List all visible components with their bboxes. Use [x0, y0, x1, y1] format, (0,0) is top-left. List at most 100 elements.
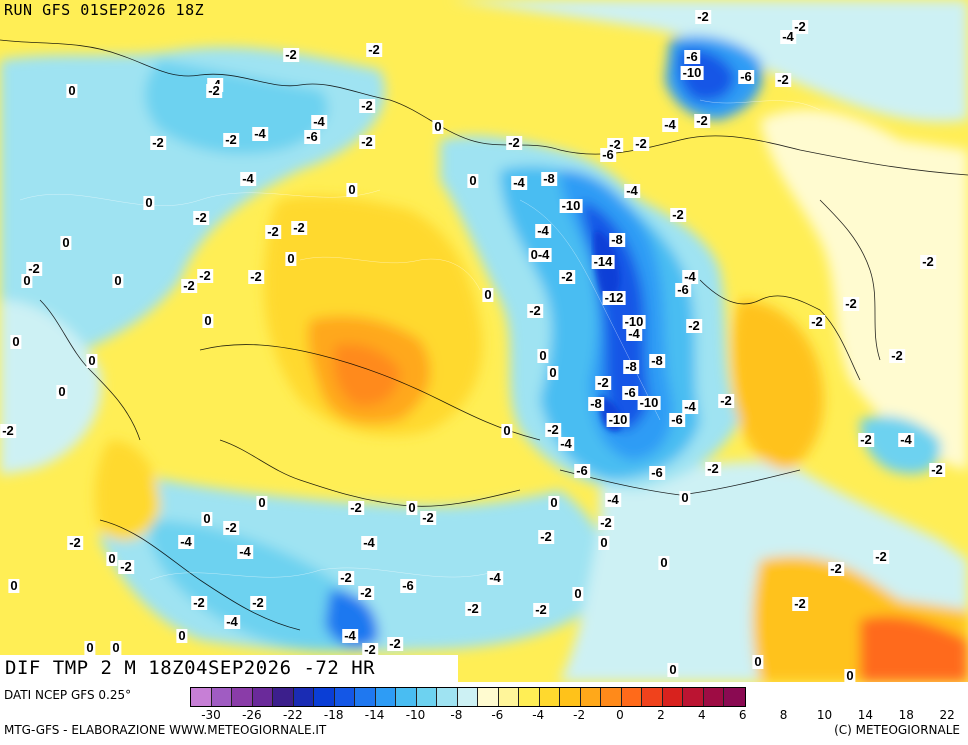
contour-label: -2	[26, 261, 42, 276]
contour-label: -2	[191, 595, 207, 610]
contour-label: -2	[358, 585, 374, 600]
contour-label: 0	[752, 654, 764, 669]
contour-label: -10	[637, 395, 661, 410]
contour-label: -2	[250, 595, 266, 610]
contour-label: -2	[223, 520, 239, 535]
scale-swatch	[642, 688, 663, 706]
contour-label: -2	[792, 596, 808, 611]
contour-label: -8	[541, 171, 557, 186]
scale-swatch	[273, 688, 294, 706]
contour-label: -2	[366, 42, 382, 57]
scale-tick-label: -2	[573, 708, 586, 722]
contour-label: 0	[346, 182, 358, 197]
legend-panel: DATI NCEP GFS 0.25° -30 -26 -22 -18 -14 -10 -8…	[0, 682, 968, 745]
contour-label: -8	[609, 232, 625, 247]
scale-swatch	[478, 688, 499, 706]
scale-swatch	[519, 688, 540, 706]
contour-label: -2	[359, 134, 375, 149]
scale-tick-label: -30	[201, 708, 221, 722]
contour-label: 0	[110, 640, 122, 655]
run-title: RUN GFS 01SEP2026 18Z	[4, 1, 205, 19]
contour-label: 0	[432, 119, 444, 134]
scale-swatch	[232, 688, 253, 706]
contour-label: -2	[197, 268, 213, 283]
scale-swatch	[601, 688, 622, 706]
contour-label: -6	[304, 129, 320, 144]
contour-label: 0	[482, 287, 494, 302]
contour-label: 0	[56, 384, 68, 399]
contour-label: -2	[694, 113, 710, 128]
scale-swatch	[191, 688, 212, 706]
scale-tick-label: -6	[491, 708, 504, 722]
scale-swatch	[396, 688, 417, 706]
contour-label: -6	[684, 49, 700, 64]
contour-label: -2	[598, 515, 614, 530]
contour-label: 0	[10, 334, 22, 349]
contour-label: -4	[780, 29, 796, 44]
contour-label: -2	[889, 348, 905, 363]
scale-swatch	[539, 688, 560, 706]
contour-label: -2	[633, 136, 649, 151]
contour-label: 0	[467, 173, 479, 188]
contour-label: -12	[602, 290, 626, 305]
contour-label: -2	[873, 549, 889, 564]
contour-label: -2	[362, 642, 378, 657]
contour-label: -2	[920, 254, 936, 269]
contour-label: -2	[265, 224, 281, 239]
contour-label: -2	[283, 47, 299, 62]
contour-label: -2	[595, 375, 611, 390]
scale-swatch	[375, 688, 396, 706]
scale-tick-label: -8	[450, 708, 463, 722]
contour-label: -10	[680, 65, 704, 80]
contour-label: -2	[527, 303, 543, 318]
contour-label: 0	[176, 628, 188, 643]
contour-label: 0	[201, 511, 213, 526]
contour-label: -2	[718, 393, 734, 408]
contour-label: 0	[84, 640, 96, 655]
scale-swatch	[560, 688, 581, 706]
contour-label: -2	[843, 296, 859, 311]
scale-swatch	[437, 688, 458, 706]
scale-tick-label: -22	[282, 708, 303, 722]
contour-label: 0	[501, 423, 513, 438]
contour-label: 0	[256, 495, 268, 510]
contour-label: 0	[572, 586, 584, 601]
contour-label: 0	[202, 313, 214, 328]
contour-label: -10	[606, 412, 630, 427]
scale-swatch	[252, 688, 273, 706]
contour-label: 0	[143, 195, 155, 210]
contour-label: -2	[193, 210, 209, 225]
contour-label: -2	[291, 220, 307, 235]
contour-label: -6	[675, 282, 691, 297]
temperature-anomaly-map: -2-2-4-2-2-6-10-6-2-4-20-2-4-4-2-2-4-6-2…	[0, 0, 968, 682]
contour-label: 0	[21, 273, 33, 288]
scale-tick-label: -14	[364, 708, 385, 722]
contour-label: 0	[679, 490, 691, 505]
contour-label: -2	[809, 314, 825, 329]
scale-tick-label: 0	[616, 708, 624, 722]
contour-label: -2	[792, 19, 808, 34]
contour-label: -6	[400, 578, 416, 593]
contour-label: 0	[66, 83, 78, 98]
contour-label: -2	[359, 98, 375, 113]
contour-label: -4	[487, 570, 503, 585]
contour-label: -2	[338, 570, 354, 585]
contour-label: -4	[624, 183, 640, 198]
contour-label: 0	[844, 668, 856, 682]
scale-swatch	[683, 688, 704, 706]
scale-tick-label: 18	[898, 708, 914, 722]
contour-label: -4	[662, 117, 678, 132]
contour-label: -4	[361, 535, 377, 550]
contour-label: 0	[8, 578, 20, 593]
contour-label: -4	[682, 399, 698, 414]
scale-swatch	[416, 688, 437, 706]
contour-label: -2	[248, 269, 264, 284]
contour-label: -4	[558, 436, 574, 451]
scale-swatch	[457, 688, 478, 706]
scale-tick-label: 8	[779, 708, 788, 722]
contour-label: 0	[658, 555, 670, 570]
contour-label: -2	[545, 422, 561, 437]
contour-label: 0	[406, 500, 418, 515]
contour-label: -2	[465, 601, 481, 616]
contour-label: 0	[537, 348, 549, 363]
